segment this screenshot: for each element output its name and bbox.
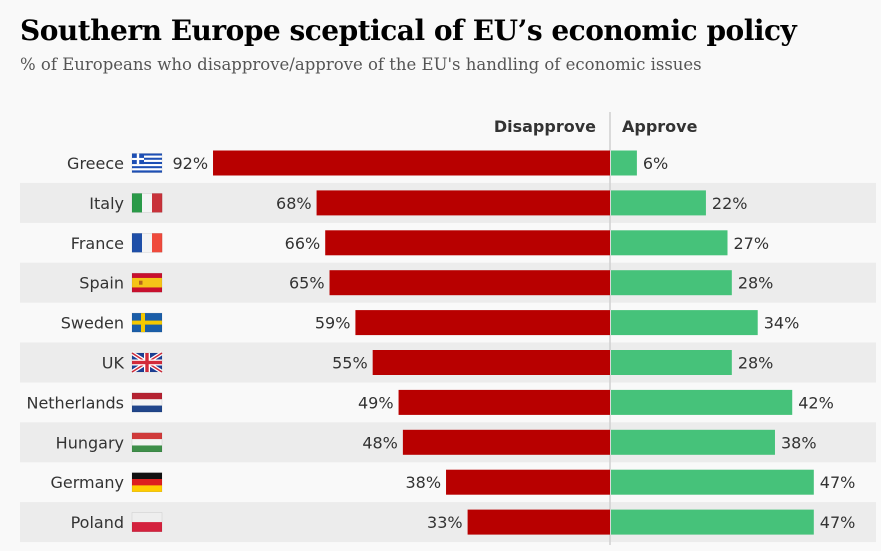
data-label-approve: 22%: [712, 194, 748, 213]
bar-disapprove: [467, 509, 610, 535]
bar-approve: [611, 230, 728, 256]
category-label: Sweden: [61, 314, 124, 333]
chart-title: Southern Europe sceptical of EU’s econom…: [20, 14, 797, 47]
bar-disapprove: [446, 469, 610, 495]
legend-approve: Approve: [622, 117, 698, 136]
table-row: Greece 92% 6%: [67, 150, 668, 176]
bar-approve: [611, 310, 758, 336]
category-label: Hungary: [56, 433, 124, 452]
legend-disapprove: Disapprove: [494, 117, 596, 136]
data-label-approve: 47%: [820, 473, 856, 492]
bar-disapprove: [329, 270, 610, 296]
data-label-approve: 6%: [643, 154, 668, 173]
table-row: Italy 68% 22%: [89, 190, 748, 216]
italy-flag-icon: [131, 193, 163, 213]
data-label-approve: 27%: [734, 234, 770, 253]
bar-approve: [611, 429, 775, 455]
bar-approve: [611, 270, 732, 296]
category-label: France: [71, 234, 124, 253]
table-row: Spain 65% 28%: [79, 270, 774, 296]
hungary-flag-icon: [131, 432, 163, 453]
data-label-disapprove: 92%: [172, 154, 208, 173]
table-row: Netherlands 49% 42%: [26, 389, 834, 415]
category-label: Italy: [89, 194, 124, 213]
bar-disapprove: [355, 310, 610, 336]
data-label-disapprove: 33%: [427, 513, 463, 532]
poland-flag-icon: [131, 512, 163, 532]
table-row: France 66% 27%: [71, 230, 770, 256]
bar-disapprove: [213, 150, 610, 176]
category-label: Greece: [67, 154, 124, 173]
germany-flag-icon: [131, 472, 163, 493]
bar-disapprove: [372, 350, 610, 375]
data-label-approve: 47%: [820, 513, 856, 532]
table-row: UK 55% 28%: [102, 350, 774, 375]
data-label-approve: 28%: [738, 354, 774, 373]
bar-approve: [611, 389, 793, 415]
data-label-disapprove: 48%: [362, 433, 398, 452]
sweden-flag-icon: [131, 312, 163, 333]
uk-flag-icon: [130, 351, 164, 374]
bar-disapprove: [402, 429, 610, 455]
category-label: Poland: [71, 513, 124, 532]
data-label-approve: 42%: [798, 393, 834, 412]
table-row: Hungary 48% 38%: [56, 429, 817, 455]
data-label-disapprove: 38%: [405, 473, 441, 492]
category-label: Spain: [79, 274, 124, 293]
bar-approve: [611, 509, 814, 535]
category-label: Germany: [50, 473, 124, 492]
table-row: Sweden 59% 34%: [61, 310, 800, 336]
bar-approve: [611, 469, 814, 495]
spain-flag-icon: [131, 272, 163, 293]
data-label-disapprove: 55%: [332, 354, 368, 373]
france-flag-icon: [131, 233, 163, 253]
data-label-disapprove: 59%: [315, 314, 351, 333]
category-label: Netherlands: [26, 393, 124, 412]
netherlands-flag-icon: [131, 392, 163, 413]
data-label-disapprove: 68%: [276, 194, 312, 213]
data-label-approve: 28%: [738, 274, 774, 293]
data-label-approve: 38%: [781, 433, 817, 452]
table-row: Germany 38% 47%: [50, 469, 856, 495]
table-row: Poland 33% 47%: [71, 509, 856, 535]
bar-approve: [611, 190, 706, 216]
chart-subtitle: % of Europeans who disapprove/approve of…: [20, 55, 702, 74]
data-label-approve: 34%: [764, 314, 800, 333]
bar-approve: [611, 350, 732, 375]
data-label-disapprove: 66%: [285, 234, 321, 253]
bar-disapprove: [325, 230, 610, 256]
data-label-disapprove: 49%: [358, 393, 394, 412]
bar-disapprove: [316, 190, 610, 216]
category-label: UK: [102, 354, 125, 373]
bar-disapprove: [398, 389, 610, 415]
bar-approve: [611, 150, 637, 176]
greece-flag-icon: [131, 153, 163, 173]
data-label-disapprove: 65%: [289, 274, 325, 293]
